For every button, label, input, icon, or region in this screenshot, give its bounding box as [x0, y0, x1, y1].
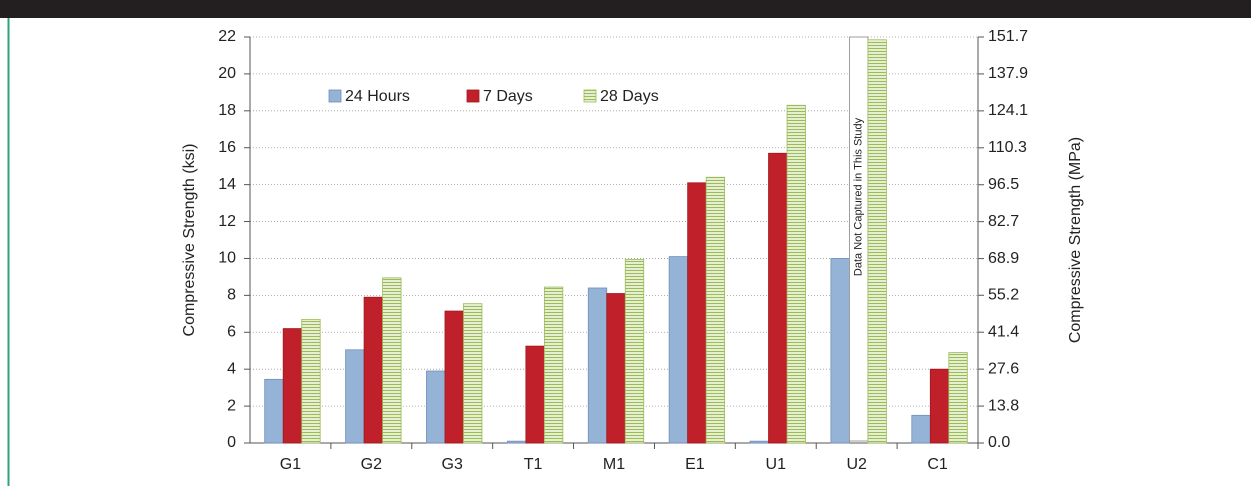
y-tick-label: 22 — [218, 28, 236, 45]
bar — [749, 440, 769, 444]
bar — [444, 310, 464, 444]
x-tick-label: G1 — [280, 456, 301, 473]
y-tick-label: 4 — [227, 360, 236, 377]
bar — [525, 345, 545, 444]
x-tick-label: M1 — [603, 456, 625, 473]
y-tick-label: 6 — [227, 323, 236, 340]
bar — [867, 39, 887, 444]
bar — [345, 349, 365, 444]
bar — [463, 303, 483, 444]
bar — [506, 440, 527, 444]
y-axis-label: Compressive Strength (ksi) — [181, 144, 198, 337]
bar — [264, 378, 284, 444]
bar — [363, 296, 383, 444]
bar — [705, 176, 726, 444]
x-tick-label: G2 — [361, 456, 382, 473]
bar — [948, 352, 968, 444]
legend-swatch — [466, 89, 480, 103]
y2-tick-label: 55.2 — [988, 286, 1019, 303]
y-tick-label: 2 — [227, 397, 236, 414]
y-tick-label: 0 — [227, 434, 236, 451]
bar — [786, 104, 806, 444]
legend-swatch — [328, 89, 342, 103]
x-tick-label: U1 — [766, 456, 787, 473]
x-tick-label: T1 — [524, 456, 543, 473]
x-tick-label: E1 — [685, 456, 705, 473]
y-tick-label: 10 — [218, 250, 236, 267]
y2-tick-label: 96.5 — [988, 176, 1019, 193]
y-tick-label: 20 — [218, 65, 236, 82]
bar — [830, 258, 850, 444]
y2-tick-label: 151.7 — [988, 28, 1028, 45]
x-tick-label: C1 — [927, 456, 948, 473]
y2-tick-label: 82.7 — [988, 213, 1019, 230]
y2-tick-label: 110.3 — [988, 139, 1027, 156]
bar — [426, 370, 446, 444]
x-tick-label: U2 — [846, 456, 867, 473]
y2-tick-label: 27.6 — [988, 360, 1019, 377]
bar — [929, 368, 950, 444]
legend-swatch — [583, 89, 597, 103]
y-tick-label: 8 — [227, 287, 236, 304]
y2-tick-label: 137.9 — [988, 65, 1028, 82]
annotation: Data Not Captured in This Study — [853, 117, 865, 276]
bar — [624, 258, 645, 444]
bar — [587, 287, 608, 444]
y-tick-label: 16 — [218, 139, 236, 156]
legend-label: 7 Days — [483, 88, 533, 105]
y2-tick-label: 13.8 — [988, 397, 1019, 414]
y2-tick-label: 68.9 — [988, 250, 1019, 267]
y2-tick-label: 0.0 — [988, 434, 1010, 451]
bar — [301, 318, 321, 444]
bar — [911, 414, 931, 444]
y2-axis-label: Compressive Strength (MPa) — [1067, 137, 1084, 343]
bar — [282, 328, 303, 444]
y-tick-label: 18 — [218, 102, 236, 119]
bar — [668, 256, 689, 444]
y-tick-label: 14 — [218, 176, 236, 193]
legend-label: 28 Days — [600, 88, 659, 105]
y2-tick-label: 41.4 — [988, 323, 1019, 340]
legend-label: 24 Hours — [345, 88, 410, 105]
bar — [382, 277, 402, 444]
y2-tick-label: 124.1 — [988, 102, 1028, 119]
bar — [768, 152, 788, 444]
bar — [543, 286, 564, 444]
x-tick-label: G3 — [442, 456, 463, 473]
bar — [687, 182, 707, 444]
y-tick-label: 12 — [218, 213, 236, 230]
bar — [606, 293, 626, 444]
top-bar — [0, 0, 1251, 18]
